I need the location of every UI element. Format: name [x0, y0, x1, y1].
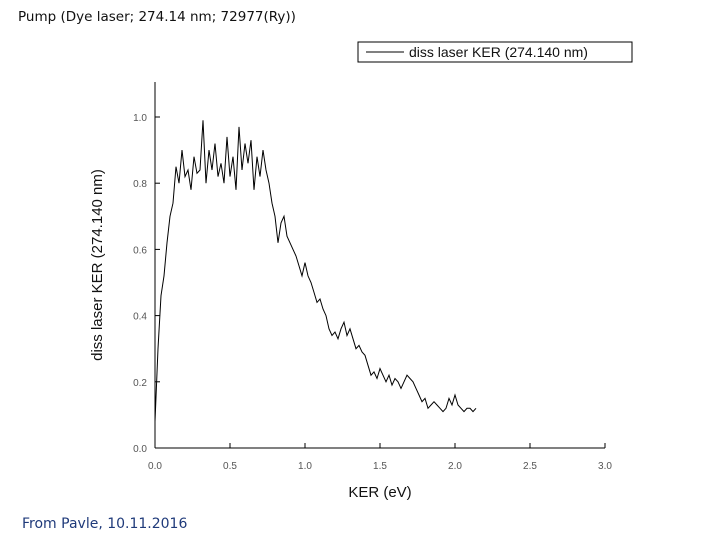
- y-tick-label: 0.6: [133, 245, 147, 256]
- y-tick-label: 0.8: [133, 179, 147, 190]
- x-tick-label: 1.0: [298, 461, 312, 472]
- x-tick-label: 0.5: [223, 461, 237, 472]
- x-axis-title: KER (eV): [348, 484, 411, 501]
- x-tick-label: 0.0: [148, 461, 162, 472]
- x-tick-label: 2.5: [523, 461, 537, 472]
- y-tick-label: 1.0: [133, 113, 147, 124]
- legend-box: [357, 41, 633, 63]
- credit-note: From Pavle, 10.11.2016: [22, 516, 188, 532]
- x-tick-label: 1.5: [373, 461, 387, 472]
- slide-title: Pump (Dye laser; 274.14 nm; 72977(Ry)): [18, 9, 296, 25]
- y-tick-label: 0.4: [133, 312, 147, 323]
- y-axis-title: diss laser KER (274.140 nm): [89, 169, 106, 361]
- legend-label: diss laser KER (274.140 nm): [409, 44, 588, 60]
- y-tick-label: 0.2: [133, 378, 147, 389]
- x-tick-label: 2.0: [448, 461, 462, 472]
- series-line: [154, 120, 477, 422]
- x-tick-label: 3.0: [598, 461, 612, 472]
- y-tick-label: 0.0: [133, 444, 147, 455]
